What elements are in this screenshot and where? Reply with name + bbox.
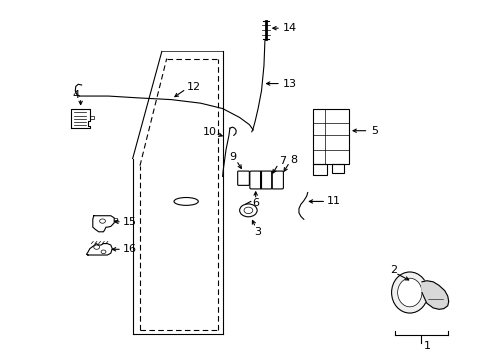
Polygon shape bbox=[421, 281, 448, 309]
Ellipse shape bbox=[391, 272, 427, 313]
Bar bbox=[331, 164, 344, 173]
Text: 13: 13 bbox=[282, 78, 296, 89]
Text: 1: 1 bbox=[423, 341, 430, 351]
Polygon shape bbox=[86, 244, 112, 255]
Text: 15: 15 bbox=[122, 217, 137, 227]
Bar bbox=[312, 164, 326, 175]
Text: 12: 12 bbox=[187, 82, 201, 92]
Text: 11: 11 bbox=[326, 197, 341, 206]
Bar bbox=[312, 109, 348, 164]
Text: 8: 8 bbox=[289, 155, 297, 165]
Polygon shape bbox=[93, 216, 114, 232]
Ellipse shape bbox=[397, 278, 421, 307]
Polygon shape bbox=[71, 109, 90, 128]
Text: 5: 5 bbox=[370, 126, 377, 136]
Text: 3: 3 bbox=[254, 227, 261, 237]
Text: 16: 16 bbox=[122, 244, 137, 254]
Text: 2: 2 bbox=[389, 265, 397, 275]
Text: 10: 10 bbox=[203, 127, 217, 137]
Text: 9: 9 bbox=[228, 153, 236, 162]
Text: 7: 7 bbox=[279, 157, 285, 166]
Text: 4: 4 bbox=[73, 90, 80, 100]
Text: 6: 6 bbox=[252, 198, 259, 208]
Text: 14: 14 bbox=[282, 23, 296, 33]
